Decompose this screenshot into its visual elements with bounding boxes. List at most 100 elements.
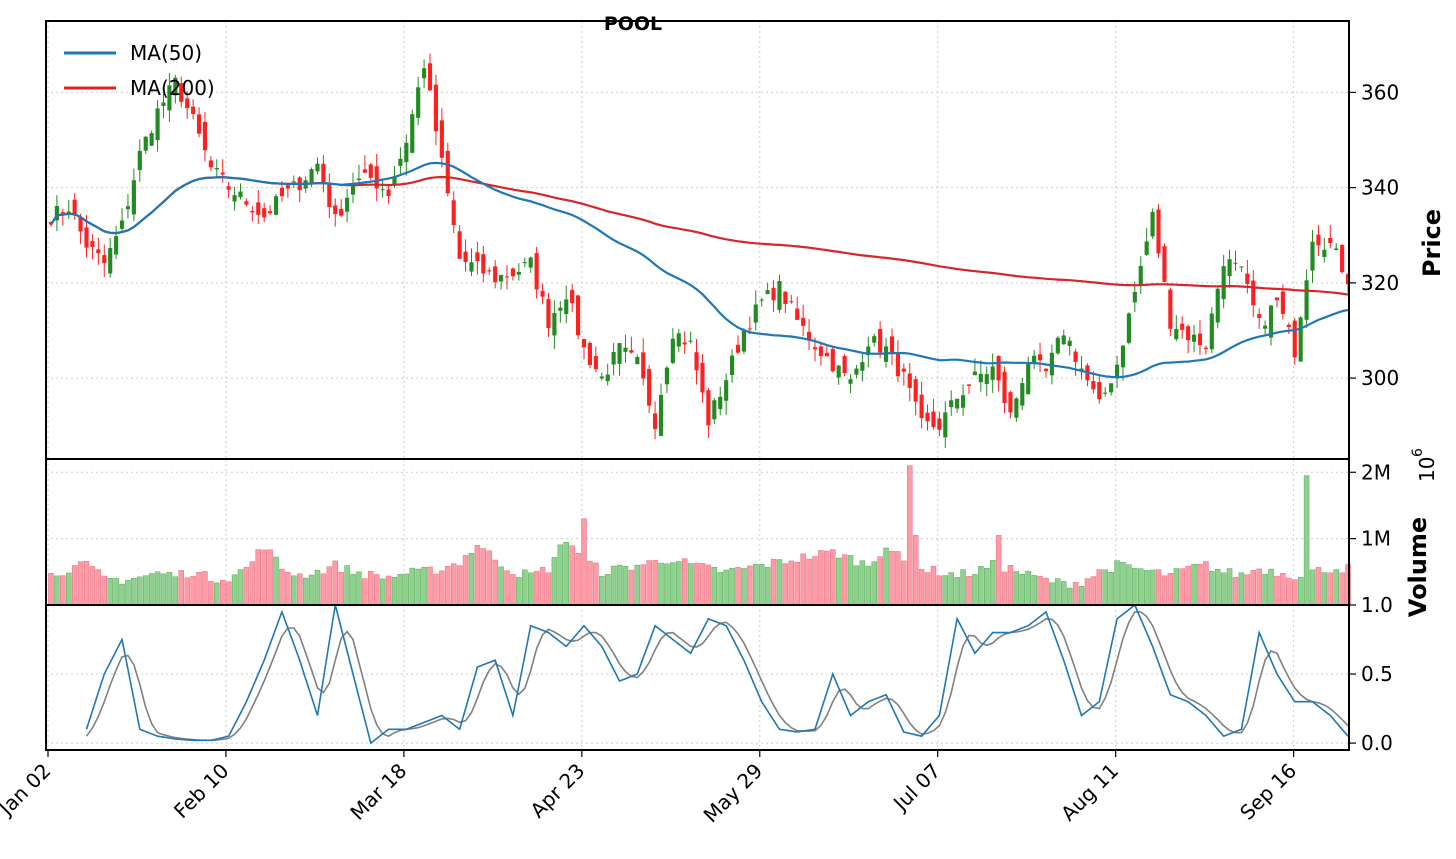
volume-bar: [279, 568, 285, 606]
volume-bar: [735, 567, 741, 606]
volume-bar: [255, 549, 261, 606]
volume-bar: [368, 570, 374, 606]
volume-bar: [978, 566, 984, 606]
x-tick-label: May 29: [699, 759, 768, 828]
volume-scale-base: 10: [1415, 457, 1439, 482]
candle-body: [1292, 320, 1297, 358]
candle-body: [1073, 351, 1078, 362]
candle-body: [350, 185, 356, 195]
volume-bar: [1132, 568, 1138, 606]
volume-bar: [1061, 581, 1067, 606]
volume-bar: [658, 562, 664, 606]
volume-bar: [302, 577, 309, 606]
candle-body: [1067, 340, 1072, 347]
candle-body: [937, 418, 942, 430]
candle-body: [706, 390, 711, 426]
volume-bar: [510, 574, 516, 606]
candle-body: [1168, 289, 1173, 329]
volume-bar: [1268, 568, 1274, 606]
oscillator-tick-label: 0.0: [1361, 731, 1393, 755]
candle-body: [119, 220, 125, 229]
candle-body: [972, 371, 977, 376]
candle-body: [996, 356, 1001, 381]
volume-bar: [764, 567, 771, 606]
candle-body: [504, 276, 510, 278]
candle-body: [333, 205, 338, 215]
candle-body: [1257, 314, 1262, 319]
candle-body: [913, 379, 918, 402]
candle-body: [1132, 292, 1137, 303]
volume-bar: [812, 556, 818, 606]
candle-body: [1120, 345, 1126, 368]
volume-bar: [652, 560, 658, 606]
candle-body: [125, 206, 131, 210]
candle-body: [1043, 368, 1049, 372]
candle-body: [291, 181, 296, 183]
candle-body: [1002, 371, 1007, 404]
candle-body: [1268, 305, 1274, 338]
candle-body: [1037, 354, 1043, 361]
candle-body: [1091, 381, 1096, 390]
candle-body: [1340, 245, 1345, 273]
volume-bar: [1031, 575, 1037, 606]
volume-bar: [219, 580, 226, 606]
volume-bar: [687, 563, 694, 606]
candle-body: [439, 120, 444, 158]
candle-body: [202, 121, 208, 151]
volume-bar: [480, 548, 487, 606]
candle-body: [1109, 383, 1114, 393]
candle-body: [783, 291, 788, 304]
candle-body: [1316, 234, 1321, 246]
volume-bar: [907, 465, 913, 606]
volume-bar: [889, 550, 895, 606]
candle-body: [617, 343, 622, 364]
volume-bar: [462, 555, 469, 606]
oscillator-k-line: [85, 603, 1349, 745]
oscillator-tick-label: 1.0: [1361, 593, 1393, 617]
volume-bar: [1232, 577, 1239, 606]
volume-bar: [1280, 573, 1286, 606]
volume-bar: [1209, 571, 1215, 606]
candle-body: [78, 217, 83, 232]
volume-bar: [1120, 562, 1126, 606]
candle-body: [730, 355, 735, 376]
volume-bar: [445, 566, 451, 606]
volume-bar: [527, 572, 534, 606]
candle-body: [422, 68, 427, 79]
volume-bar: [1262, 573, 1268, 606]
candle-body: [510, 268, 516, 277]
volume-bar: [895, 551, 901, 606]
volume-bar: [344, 565, 350, 606]
volume-scale-offset: 10 6: [1410, 448, 1439, 482]
volume-bar: [1108, 571, 1114, 606]
ma50-line: [50, 161, 1349, 379]
candle-body: [279, 187, 285, 197]
candle-body: [1014, 398, 1019, 418]
candle-body: [587, 342, 593, 365]
candle-body: [984, 374, 989, 384]
candle-body: [404, 142, 409, 163]
volume-bar: [1072, 581, 1079, 606]
candle-body: [1209, 313, 1214, 350]
volume-bar: [131, 578, 137, 606]
volume-bar: [1215, 568, 1221, 606]
volume-bar: [172, 576, 179, 606]
candle-body: [386, 189, 391, 196]
candle-body: [1322, 249, 1327, 257]
volume-bar: [776, 559, 783, 606]
volume-bar: [1244, 574, 1251, 606]
volume-bar: [616, 564, 623, 606]
candle-body: [546, 299, 551, 328]
volume-bar: [243, 567, 250, 606]
volume-bar: [1025, 570, 1031, 606]
volume-bar: [563, 542, 569, 606]
volume-bar: [557, 544, 564, 606]
candle-body: [931, 411, 936, 428]
candle-body: [1221, 266, 1226, 300]
volume-bar: [1226, 568, 1233, 606]
volume-bar: [1019, 573, 1026, 606]
volume-bar: [877, 556, 883, 606]
volume-bar: [1078, 586, 1085, 606]
volume-bar: [178, 570, 184, 606]
